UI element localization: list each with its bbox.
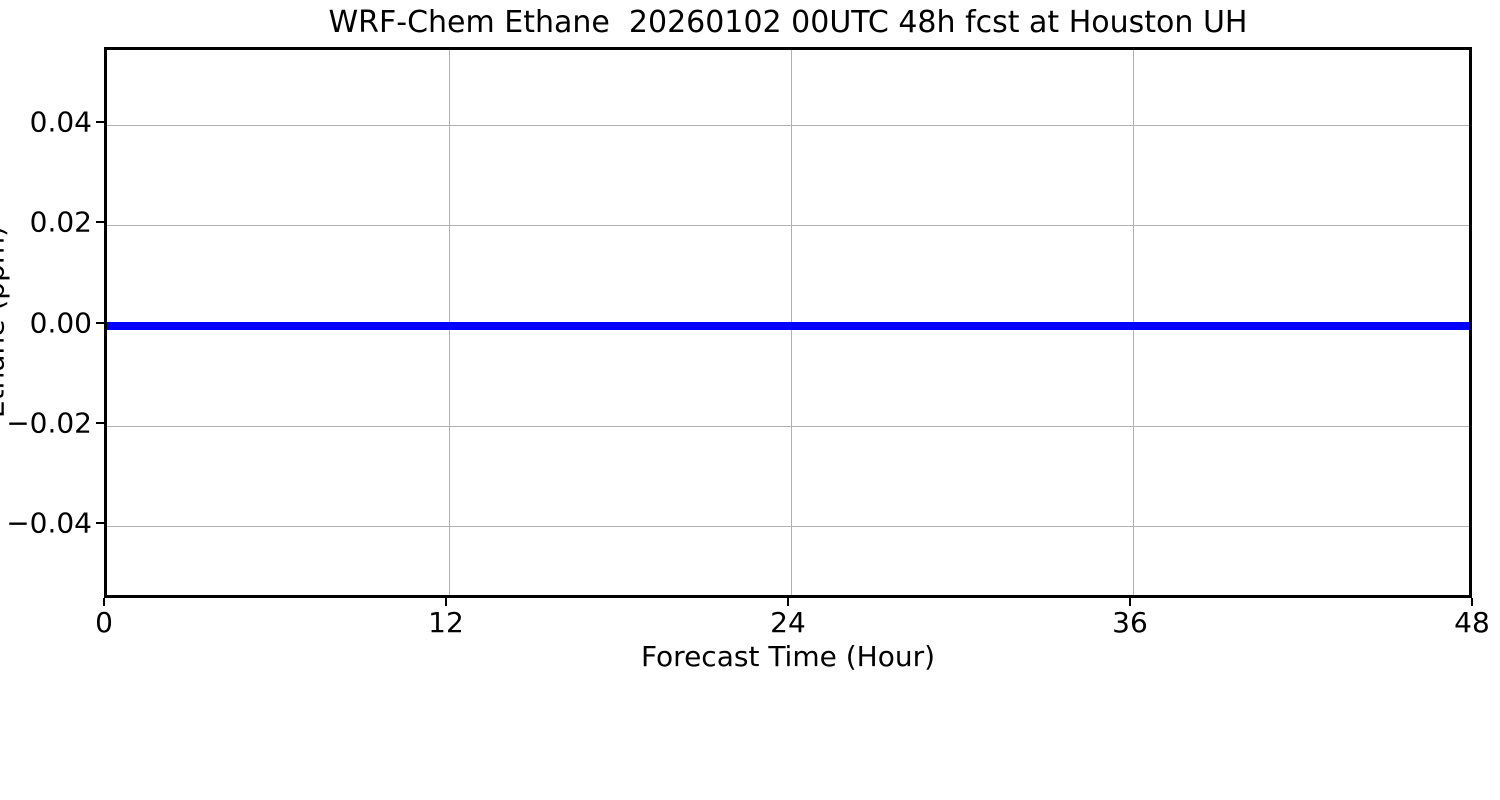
y-tick-mark-4 — [96, 521, 104, 524]
x-tick-mark-24 — [787, 598, 789, 606]
chart-title: WRF-Chem Ethane 20260102 00UTC 48h fcst … — [328, 5, 1248, 40]
x-tick-label-36: 36 — [1112, 606, 1148, 639]
gridline-horizontal-4 — [107, 525, 1469, 527]
y-axis-label: Ethane (ppm) — [0, 225, 11, 419]
x-axis-label: Forecast Time (Hour) — [640, 640, 936, 673]
x-tick-label-48: 48 — [1454, 606, 1490, 639]
series-line-ethane — [107, 321, 1469, 330]
y-tick-label-2: 0.00 — [29, 306, 92, 339]
x-tick-mark-12 — [445, 598, 447, 606]
x-tick-mark-48 — [1471, 598, 1473, 606]
y-tick-mark-2 — [96, 321, 104, 324]
y-tick-label-3: −0.02 — [6, 406, 92, 440]
gridline-horizontal-1 — [107, 225, 1469, 227]
gridline-horizontal-3 — [107, 425, 1469, 427]
x-tick-mark-36 — [1129, 598, 1131, 606]
x-tick-label-12: 12 — [428, 606, 464, 639]
gridline-horizontal-0 — [107, 125, 1469, 127]
y-tick-label-0: 0.04 — [29, 105, 92, 139]
y-tick-label-4: −0.04 — [6, 506, 92, 540]
y-tick-mark-0 — [96, 121, 104, 124]
y-tick-label-1: 0.02 — [29, 205, 92, 239]
x-tick-label-24: 24 — [770, 606, 806, 639]
x-tick-mark-0 — [103, 598, 105, 606]
y-tick-mark-3 — [96, 421, 104, 424]
y-tick-mark-1 — [96, 221, 104, 224]
plot-area — [104, 47, 1472, 598]
x-tick-label-0: 0 — [95, 606, 113, 639]
data-series-layer — [107, 50, 1469, 595]
